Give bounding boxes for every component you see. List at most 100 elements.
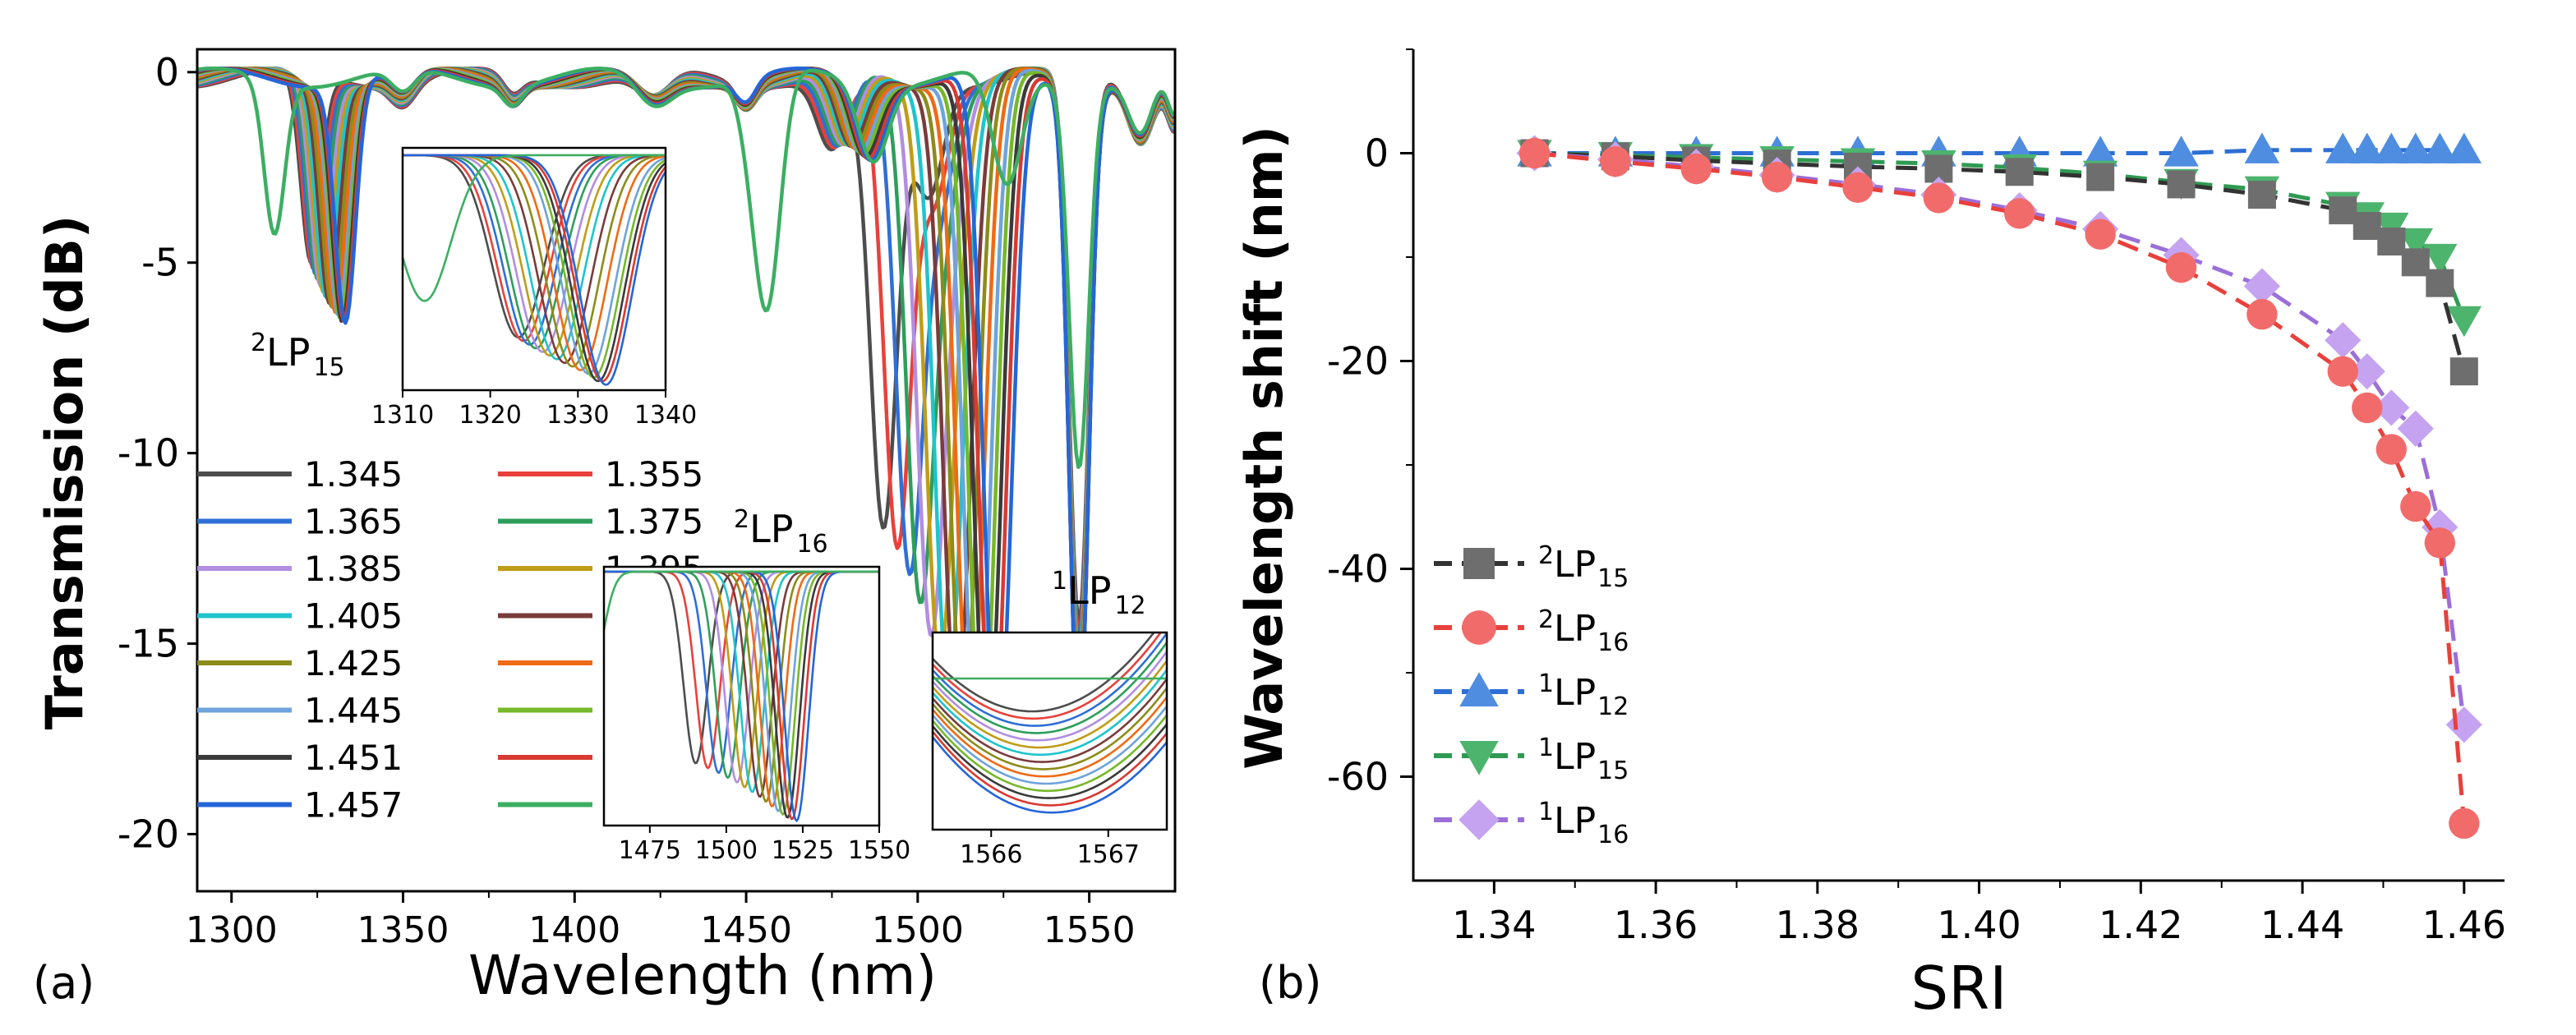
panel-b-axes: 1.34 1.36 1.38 1.40 1.42 1.44 1.46 0 -20 -40 -60 [1327, 48, 2506, 947]
data-point [2397, 410, 2434, 447]
data-point [1923, 182, 1955, 214]
annotation-lp216: 2LP 16 [734, 505, 828, 559]
inset-lp112-curve [933, 696, 1167, 778]
data-point [2424, 527, 2456, 559]
legend-marker [1462, 610, 1496, 645]
y-tick-label: -15 [118, 622, 179, 666]
data-point [2445, 706, 2482, 743]
inset-tick-label: 1330 [546, 401, 609, 430]
inset-lp215-curve [403, 154, 666, 302]
panel-b-label: (b) [1259, 957, 1321, 1009]
inset-lp112-curve [933, 723, 1167, 799]
panel-b-legend: 2LP15 2LP16 1LP12 1LP15 1LP16 [1434, 541, 1629, 849]
x-tick-label: 1450 [700, 909, 792, 951]
inset-lp112-curve [933, 632, 1167, 727]
y-tick-label: 0 [155, 50, 179, 94]
data-point [2446, 306, 2482, 338]
legend-label-1.375: 1.375 [605, 502, 703, 542]
y-tick-label: -20 [118, 812, 179, 856]
panel-a-label: (a) [33, 957, 94, 1009]
data-point [2398, 228, 2434, 260]
data-point [2164, 136, 2199, 167]
data-point [2325, 322, 2362, 359]
inset-lp112-curve [933, 736, 1167, 814]
annotation-lp215: 2LP 15 [251, 329, 345, 382]
data-point [2449, 807, 2480, 840]
inset-lp216-curve [604, 570, 879, 631]
series-line [1534, 148, 2464, 155]
series-1LP16 [1516, 135, 2482, 743]
legend-entry-1LP16: 1LP16 [1434, 798, 1629, 849]
inset-lp112-curve [933, 632, 1155, 713]
data-point [2426, 269, 2454, 297]
x-tick-label: 1300 [186, 909, 278, 951]
inset-lp215: 1310 1320 1330 1340 [371, 146, 697, 430]
panel-a-ylabel: Transmission (dB) [35, 215, 94, 729]
data-point [2422, 243, 2458, 275]
data-point [2082, 136, 2118, 167]
x-tick-label: 1500 [872, 909, 964, 951]
x-tick-label: 1350 [357, 909, 449, 951]
inset-lp112: 1566 1567 [931, 631, 1168, 869]
inset-lp112-curve [933, 714, 1167, 793]
x-tick-label: 1.38 [1776, 903, 1859, 947]
legend-entry-2LP15: 2LP15 [1434, 541, 1629, 593]
panel-b-xlabel: SRI [1911, 954, 2007, 1023]
x-tick-label: 1400 [528, 909, 620, 951]
data-point [2401, 248, 2430, 277]
x-tick-label: 1.40 [1937, 903, 2021, 947]
legend-label: 1LP16 [1538, 798, 1629, 849]
legend-label-1.345: 1.345 [304, 454, 403, 494]
legend-label-1.457: 1.457 [304, 785, 403, 826]
legend-label-1.405: 1.405 [304, 596, 403, 637]
inset-tick-label: 1475 [619, 836, 681, 865]
legend-label-1.425: 1.425 [304, 643, 403, 683]
data-point [2244, 132, 2280, 163]
x-tick-label: 1.36 [1614, 903, 1698, 947]
x-tick-label: 1.46 [2422, 903, 2506, 947]
legend-label: 2LP16 [1538, 605, 1629, 657]
inset-lp216: 1475 1500 1525 1550 [602, 565, 910, 865]
y-tick-label: 0 [1365, 131, 1389, 176]
inset-tick-label: 1320 [459, 401, 521, 430]
series-line [1534, 151, 2467, 320]
panel-a-xlabel: Wavelength (nm) [468, 944, 937, 1007]
data-point [2243, 268, 2280, 305]
data-point [1600, 145, 1631, 177]
inset-tick-label: 1566 [960, 840, 1022, 869]
y-tick-label: -20 [1327, 339, 1389, 384]
inset-tick-label: 1525 [772, 836, 834, 865]
legend-marker [1459, 672, 1499, 707]
legend-marker [1459, 799, 1500, 840]
data-point [2085, 218, 2116, 250]
data-point [2329, 196, 2357, 225]
data-point [2422, 132, 2458, 163]
data-point [1842, 172, 1873, 203]
series-2LP16 [1518, 137, 2480, 840]
panel-a-frame [196, 48, 1177, 893]
data-point [2377, 228, 2406, 256]
inset-lp112-curve [933, 642, 1167, 734]
inset-lp215-curve [403, 154, 666, 386]
data-point [2353, 212, 2381, 241]
panel-b-ylabel: Wavelength shift (nm) [1234, 126, 1294, 770]
data-point [2449, 357, 2478, 386]
inset-lp112-curve [933, 678, 1167, 763]
data-point [2374, 132, 2409, 163]
inset-lp112-curve [933, 687, 1167, 770]
legend-entry-1LP12: 1LP12 [1434, 669, 1629, 721]
inset-lp112-curve [933, 660, 1167, 749]
data-point [2376, 434, 2407, 465]
data-point [2086, 163, 2115, 191]
spectrum-1.460 [197, 66, 1175, 469]
legend-label: 1LP15 [1538, 734, 1629, 785]
data-point [2348, 353, 2385, 390]
shift-plot-group [1516, 132, 2482, 840]
annotation-lp112: 1LP 12 [1052, 567, 1146, 620]
legend-marker [1463, 548, 1495, 579]
series-line [1534, 151, 2467, 372]
inset-tick-label: 1567 [1077, 840, 1140, 869]
data-point [2352, 392, 2383, 424]
inset-lp112-curve [933, 730, 1167, 807]
